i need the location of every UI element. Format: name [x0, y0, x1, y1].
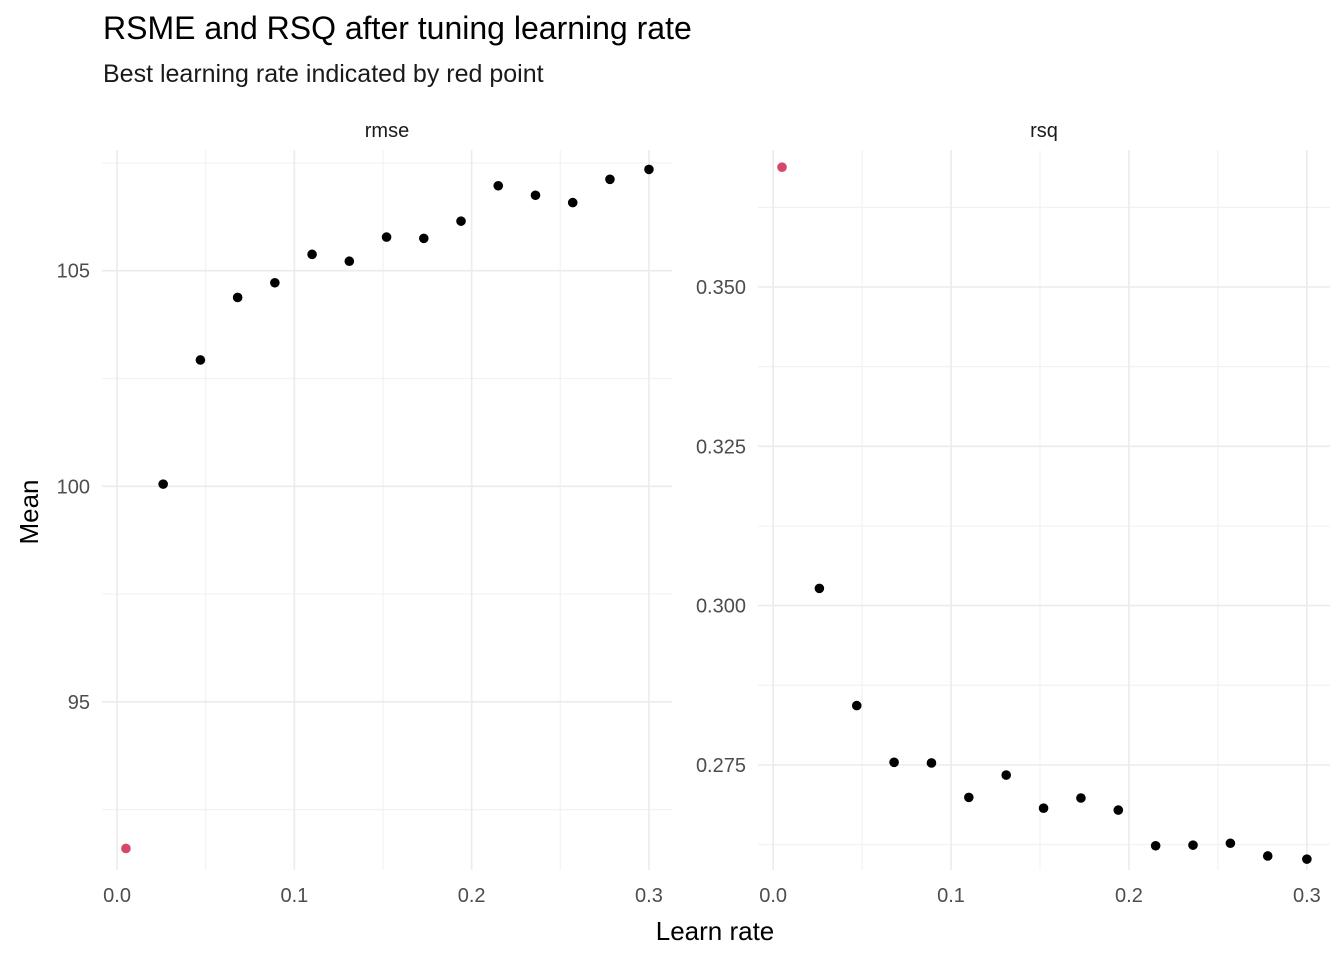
chart-subtitle: Best learning rate indicated by red poin…	[103, 60, 544, 88]
data-point	[964, 792, 974, 803]
data-point	[493, 180, 504, 191]
chart-title: RSME and RSQ after tuning learning rate	[103, 10, 692, 46]
data-point	[814, 583, 825, 594]
data-point	[158, 479, 168, 489]
facet-strip-label: rmse	[365, 120, 409, 142]
data-point	[1001, 770, 1011, 780]
data-point	[1262, 851, 1273, 861]
data-point	[1150, 840, 1161, 851]
x-tick-label: 0.3	[1293, 885, 1321, 907]
x-tick-label: 0.0	[759, 885, 787, 907]
data-point	[851, 700, 862, 711]
facet-strip-label: rsq	[1030, 120, 1058, 142]
data-point	[926, 758, 937, 768]
best-data-point	[777, 162, 787, 173]
data-point	[889, 757, 899, 768]
x-axis-title: Learn rate	[656, 916, 775, 946]
data-point	[530, 190, 541, 201]
data-point	[456, 216, 466, 226]
data-point	[270, 277, 280, 288]
best-data-point	[121, 843, 131, 854]
x-tick-label: 0.1	[937, 885, 965, 907]
data-point	[344, 256, 355, 267]
y-tick-label: 0.350	[696, 277, 746, 299]
y-tick-label: 0.275	[696, 755, 746, 777]
x-tick-label: 0.1	[280, 885, 308, 907]
data-point	[1076, 793, 1086, 803]
y-tick-label: 0.300	[696, 596, 746, 618]
data-point	[1113, 805, 1124, 815]
data-point	[232, 292, 243, 303]
y-tick-label: 100	[57, 476, 90, 498]
panel-rsq: 0.0 0.1 0.2 0.3 0.275 0.300 0.325 0.350 rsq	[696, 120, 1330, 907]
data-point	[195, 355, 206, 365]
data-point	[1225, 838, 1236, 849]
x-tick-label: 0.0	[103, 885, 131, 907]
y-tick-label: 0.325	[696, 436, 746, 458]
y-tick-label: 95	[68, 692, 90, 714]
data-point	[307, 249, 317, 260]
x-tick-label: 0.2	[458, 885, 486, 907]
data-point	[605, 174, 615, 185]
data-point	[381, 232, 392, 242]
x-tick-label: 0.3	[635, 885, 663, 907]
data-point	[1302, 854, 1312, 864]
data-point	[1188, 840, 1198, 850]
data-point	[644, 164, 654, 175]
y-axis-title: Mean	[14, 479, 44, 544]
data-point	[418, 233, 429, 244]
data-point	[1038, 803, 1049, 813]
data-point	[567, 197, 578, 208]
panel-rmse: 0.0 0.1 0.2 0.3 95 100 105 rmse	[57, 120, 672, 907]
x-tick-label: 0.2	[1115, 885, 1143, 907]
y-tick-label: 105	[57, 261, 90, 283]
